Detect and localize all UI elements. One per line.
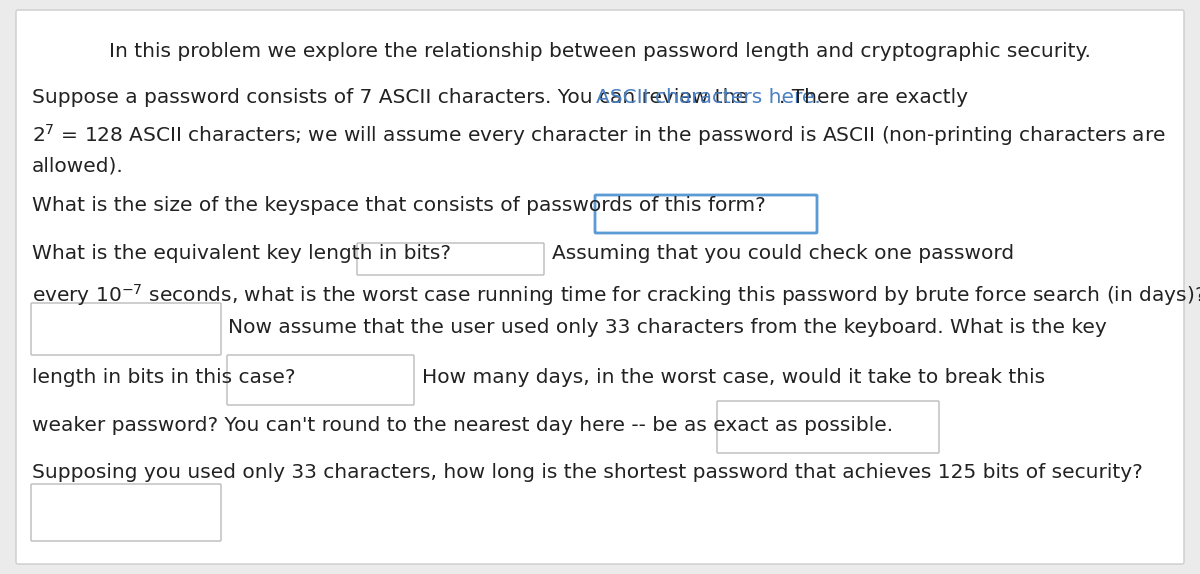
Text: weaker password? You can't round to the nearest day here -- be as exact as possi: weaker password? You can't round to the … [32, 416, 893, 435]
Text: Supposing you used only 33 characters, how long is the shortest password that ac: Supposing you used only 33 characters, h… [32, 463, 1142, 482]
Text: What is the size of the keyspace that consists of passwords of this form?: What is the size of the keyspace that co… [32, 196, 766, 215]
Text: How many days, in the worst case, would it take to break this: How many days, in the worst case, would … [422, 368, 1045, 387]
FancyBboxPatch shape [31, 303, 221, 355]
FancyBboxPatch shape [31, 484, 221, 541]
Text: Now assume that the user used only 33 characters from the keyboard. What is the : Now assume that the user used only 33 ch… [228, 318, 1106, 337]
FancyBboxPatch shape [16, 10, 1184, 564]
Text: What is the equivalent key length in bits?: What is the equivalent key length in bit… [32, 244, 451, 263]
Text: length in bits in this case?: length in bits in this case? [32, 368, 295, 387]
FancyBboxPatch shape [718, 401, 940, 453]
Text: allowed).: allowed). [32, 156, 124, 175]
Text: ASCII characters here.: ASCII characters here. [596, 88, 821, 107]
Text: . There are exactly: . There are exactly [779, 88, 968, 107]
FancyBboxPatch shape [595, 195, 817, 233]
Text: Suppose a password consists of 7 ASCII characters. You can review the: Suppose a password consists of 7 ASCII c… [32, 88, 755, 107]
FancyBboxPatch shape [358, 243, 544, 275]
Text: Assuming that you could check one password: Assuming that you could check one passwo… [552, 244, 1014, 263]
Text: every $10^{-7}$ seconds, what is the worst case running time for cracking this p: every $10^{-7}$ seconds, what is the wor… [32, 282, 1200, 308]
Text: $2^7$ = 128 ASCII characters; we will assume every character in the password is : $2^7$ = 128 ASCII characters; we will as… [32, 122, 1166, 148]
Text: In this problem we explore the relationship between password length and cryptogr: In this problem we explore the relations… [109, 42, 1091, 61]
FancyBboxPatch shape [227, 355, 414, 405]
